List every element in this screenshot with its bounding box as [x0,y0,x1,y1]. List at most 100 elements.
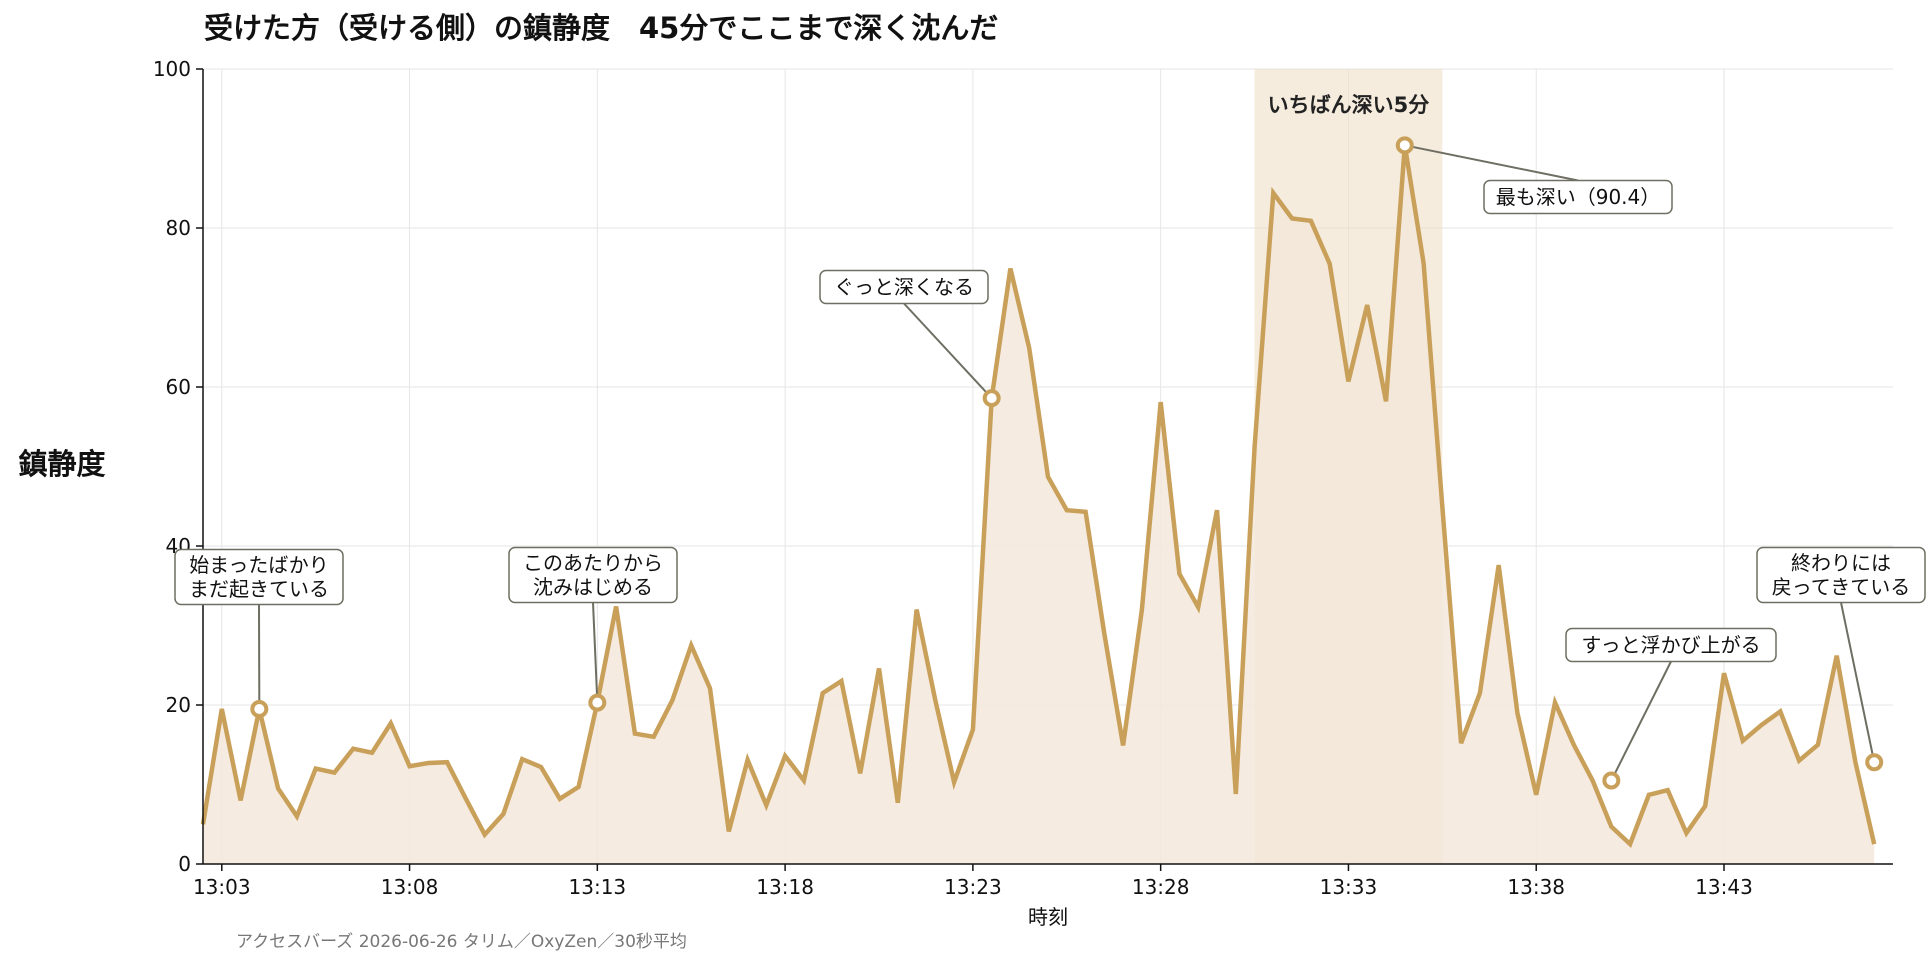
annotation-text: ぐっと深くなる [834,275,974,299]
data-point [427,762,429,764]
x-tick-label-1: 13:08 [381,875,439,899]
data-point [953,781,955,783]
x-tick-label-8: 13:43 [1695,875,1753,899]
data-point [446,761,448,763]
highlight-label: いちばん深い5分 [1268,93,1430,117]
y-tick-label-5: 100 [153,57,191,81]
data-point [1836,655,1838,657]
data-point [578,786,580,788]
data-point [1592,780,1594,782]
x-tick-label-2: 13:13 [569,875,627,899]
y-tick-label-4: 80 [166,216,191,240]
data-point [1197,606,1199,608]
data-point [1704,805,1706,807]
data-point [1141,609,1143,611]
data-point [1667,789,1669,791]
x-tick-label-5: 13:28 [1132,875,1190,899]
annotations: 始まったばかりまだ起きているこのあたりから沈みはじめるぐっと深くなる最も深い（9… [174,136,1926,790]
annotation-box [508,546,678,604]
data-point [1254,446,1256,448]
data-point [1347,380,1349,382]
annotation-marker [982,389,1001,408]
data-point [1761,724,1763,726]
x-tick-label-6: 13:33 [1320,875,1378,899]
annotation-3: 最も深い（90.4） [1395,136,1673,215]
data-point [784,755,786,757]
data-point [728,830,730,832]
annotation-marker [588,693,607,712]
data-point [1554,702,1556,704]
data-point [765,804,767,806]
annotation-box [1483,179,1673,215]
annotation-text: 始まったばかり [189,553,329,577]
annotation-text: 終わりには [1791,551,1891,575]
y-tick-label-3: 60 [166,375,191,399]
y-tick-label-0: 0 [178,852,191,876]
data-point [1085,511,1087,513]
data-point [1460,742,1462,744]
source-note: アクセスバーズ 2026-06-26 タリム／OxyZen／30秒平均 [236,932,687,952]
data-point [709,687,711,689]
data-point [540,766,542,768]
annotation-leader [903,302,993,399]
x-tick-label-7: 13:38 [1507,875,1565,899]
data-point [352,748,354,750]
annotation-leader [1840,602,1876,763]
data-point [1385,400,1387,402]
annotation-text: まだ起きている [189,577,329,601]
data-point [1103,632,1105,634]
data-point [390,722,392,724]
data-point [1742,740,1744,742]
data-point [1423,262,1425,264]
annotation-leader [592,602,599,703]
data-point [1160,401,1162,403]
annotation-marker [1395,136,1414,155]
x-tick-label-4: 13:23 [944,875,1002,899]
data-point [1610,826,1612,828]
data-point [1873,843,1875,845]
data-point [690,644,692,646]
data-point [559,798,561,800]
data-point [1366,304,1368,306]
data-point [1479,692,1481,694]
data-point [296,815,298,817]
data-point [1573,744,1575,746]
data-point [634,733,636,735]
annotation-box [1565,627,1777,663]
data-point [1723,672,1725,674]
annotation-text: このあたりから [523,551,663,575]
data-point [1516,712,1518,714]
x-axis-label: 時刻 [1028,905,1068,929]
data-point [822,692,824,694]
data-point [859,772,861,774]
data-point [315,768,317,770]
data-point [653,736,655,738]
data-point [221,708,223,710]
data-point [1779,710,1781,712]
data-point [1329,263,1331,265]
data-point [1178,573,1180,575]
data-point [1629,843,1631,845]
annotation-leader [1404,144,1579,182]
data-point [409,765,411,767]
data-point [1854,761,1856,763]
data-point [671,699,673,701]
data-point [747,759,749,761]
annotation-marker [1865,753,1884,772]
data-point [1009,268,1011,270]
data-point [333,772,335,774]
annotation-text: 沈みはじめる [533,575,653,599]
data-point [1648,794,1650,796]
data-point [615,605,617,607]
data-point [1441,505,1443,507]
data-point [1535,794,1537,796]
data-point [1235,793,1237,795]
data-point [1498,564,1500,566]
y-axis-label: 鎮静度 [18,447,105,481]
data-point [1817,744,1819,746]
